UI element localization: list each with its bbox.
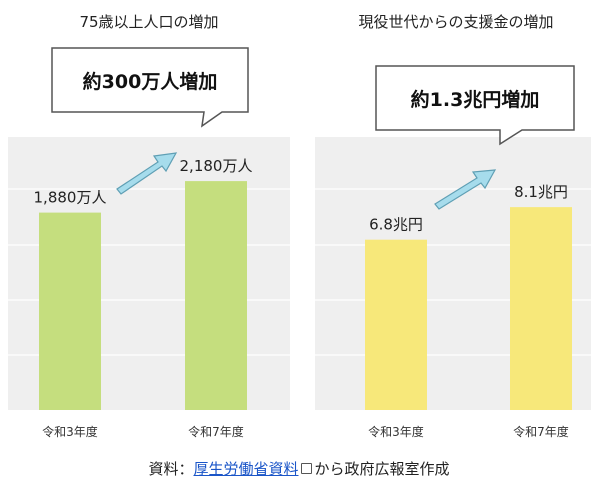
callout-box-right [375, 65, 575, 146]
callout-right: 約1.3兆円増加 [375, 65, 575, 146]
bar-right-1 [365, 239, 427, 410]
category-label-right-1: 令和3年度 [368, 424, 424, 439]
callout-box-left [51, 47, 249, 128]
bar-right-2 [510, 207, 572, 410]
chart-title-left: 75歳以上人口の増加 [79, 13, 218, 31]
chart-right: 現役世代からの支援金の増加 6.8兆円 8.1兆円 令和3年度 令和7年度 約1.3… [315, 13, 591, 439]
increase-arrow-left [116, 152, 178, 195]
chart-left: 75歳以上人口の増加 1,880万人 2,180万人 令和3年度 令和7年度 約30… [8, 13, 290, 439]
source-suffix: から政府広報室作成 [314, 460, 450, 478]
source-link[interactable]: 厚生労働省資料 [193, 460, 299, 478]
value-label-right-1: 6.8兆円 [369, 216, 423, 234]
chart-title-right: 現役世代からの支援金の増加 [358, 13, 553, 31]
category-label-left-2: 令和7年度 [188, 424, 244, 439]
callout-text-left: 約300万人増加 [83, 70, 218, 93]
bar-left-2 [185, 181, 247, 410]
source-prefix: 資料： [148, 460, 194, 478]
source-caption: 資料：厚生労働省資料 から政府広報室作成 [0, 458, 598, 479]
category-label-left-1: 令和3年度 [42, 424, 98, 439]
value-label-right-2: 8.1兆円 [514, 183, 568, 201]
callout-left: 約300万人増加 [51, 47, 249, 128]
category-label-right-2: 令和7年度 [513, 424, 569, 439]
increase-arrow-right [434, 169, 497, 210]
bar-left-1 [39, 212, 101, 410]
value-label-left-1: 1,880万人 [34, 189, 107, 207]
value-label-left-2: 2,180万人 [180, 157, 253, 175]
callout-text-right: 約1.3兆円増加 [411, 88, 540, 111]
external-link-icon [300, 463, 312, 474]
